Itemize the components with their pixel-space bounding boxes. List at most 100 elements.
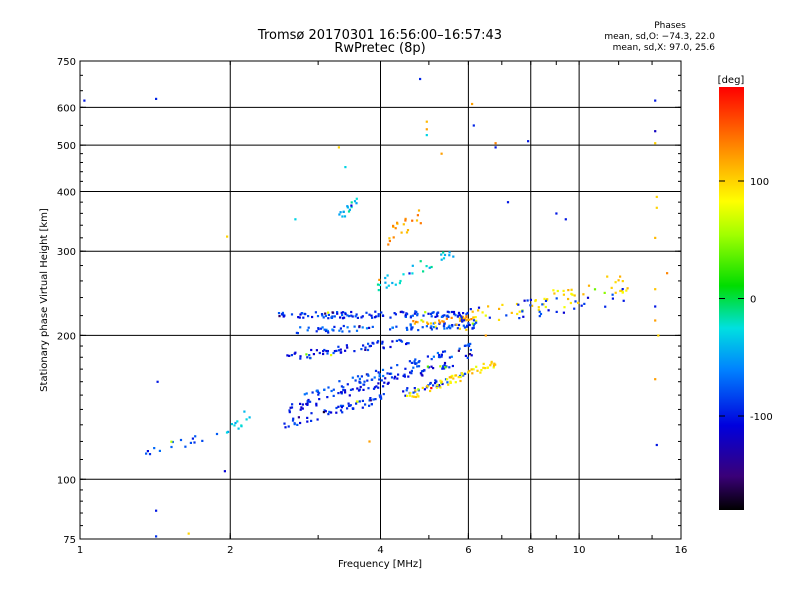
echo-point (457, 311, 461, 314)
echo-point (452, 255, 455, 258)
echo-point (463, 319, 466, 322)
echo-point (362, 388, 365, 391)
echo-point (417, 329, 420, 332)
echo-point (370, 314, 373, 317)
echo-point (382, 385, 385, 388)
echo-point (248, 416, 251, 419)
echo-point (316, 418, 319, 421)
echo-point (362, 383, 365, 386)
echo-point (448, 376, 451, 379)
echo-point (446, 327, 449, 330)
echo-point (472, 319, 476, 322)
echo-point (355, 400, 359, 403)
colorbar-label: [deg] (718, 75, 745, 86)
echo-point (389, 316, 392, 319)
echo-point (461, 320, 464, 323)
echo-point (406, 387, 409, 390)
echo-point (328, 410, 331, 413)
echo-point (486, 366, 489, 369)
echo-point (409, 315, 413, 318)
echo-point (299, 326, 302, 329)
echo-point (477, 309, 480, 312)
echo-point (289, 406, 292, 409)
echo-point (469, 342, 472, 345)
echo-point (441, 382, 444, 386)
echo-point (440, 253, 443, 256)
echo-point (465, 319, 468, 322)
echo-point (282, 315, 285, 318)
echo-point (380, 311, 383, 314)
echo-point (406, 229, 410, 232)
echo-point (437, 384, 441, 387)
echo-point (466, 356, 469, 359)
echo-point (335, 406, 338, 410)
echo-point (305, 392, 308, 395)
echo-point (383, 381, 386, 384)
echo-point (341, 404, 345, 407)
echo-point (306, 329, 309, 332)
echo-point (364, 348, 367, 351)
echo-point (445, 317, 448, 320)
echo-point (538, 310, 541, 313)
echo-point (386, 372, 389, 375)
echo-point (344, 313, 347, 316)
phases-line-x: mean, sd,X: 97.0, 25.6 (612, 43, 715, 53)
echo-point (384, 377, 387, 380)
echo-point (292, 417, 295, 420)
echo-point (541, 303, 544, 306)
echo-point (466, 311, 469, 315)
echo-point (434, 325, 437, 328)
echo-point (442, 251, 445, 254)
echo-point (420, 370, 424, 373)
echo-point (155, 97, 158, 100)
echo-point (366, 373, 369, 376)
echo-point (337, 345, 340, 348)
echo-point (323, 348, 326, 352)
echo-point (364, 403, 367, 406)
echo-point (370, 378, 373, 381)
echo-point (365, 327, 369, 330)
echo-point (543, 297, 546, 300)
echo-point (497, 318, 501, 321)
echo-point (346, 326, 349, 329)
echo-point (291, 403, 294, 406)
echo-point (555, 310, 558, 313)
echo-point (361, 399, 364, 402)
echo-point (341, 411, 344, 414)
echo-point (654, 319, 657, 322)
echo-point (304, 313, 307, 316)
echo-point (531, 304, 534, 307)
echo-point (406, 328, 409, 331)
echo-point (457, 349, 460, 352)
echo-point (337, 349, 341, 352)
echo-point (425, 265, 428, 268)
echo-point (322, 316, 325, 319)
echo-point (542, 303, 545, 306)
echo-point (625, 289, 628, 292)
echo-point (416, 393, 419, 396)
echo-point (460, 319, 463, 322)
echo-point (434, 379, 437, 382)
echo-point (451, 310, 454, 314)
echo-point (409, 392, 412, 395)
echo-point (343, 215, 347, 218)
echo-point (361, 315, 364, 318)
echo-point (353, 325, 356, 328)
echo-point (666, 272, 669, 275)
echo-point (654, 288, 657, 291)
echo-point (315, 330, 318, 333)
echo-point (348, 330, 351, 333)
echo-point (370, 403, 373, 406)
echo-point (436, 383, 439, 386)
echo-point (410, 328, 413, 331)
echo-point (426, 384, 429, 388)
echo-point (330, 316, 333, 319)
echo-point (391, 281, 394, 285)
echo-point (429, 322, 432, 325)
echo-point (522, 315, 525, 318)
echo-point (355, 313, 358, 316)
echo-point (323, 388, 326, 391)
echo-point (360, 348, 363, 351)
echo-point (374, 310, 377, 313)
echo-point (398, 282, 401, 285)
